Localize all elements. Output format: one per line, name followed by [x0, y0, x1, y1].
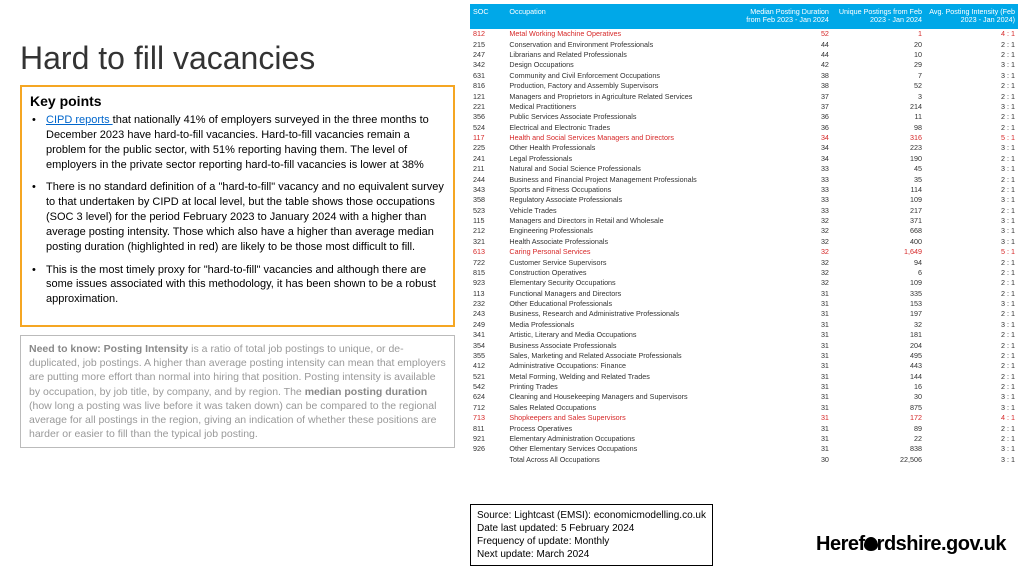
col-soc: SOC — [470, 4, 506, 29]
table-row: 115Managers and Directors in Retail and … — [470, 215, 1018, 225]
table-row: 923Elementary Security Occupations321092… — [470, 278, 1018, 288]
table-row: 121Managers and Proprietors in Agricultu… — [470, 91, 1018, 101]
table-row: 321Health Associate Professionals324003 … — [470, 236, 1018, 246]
table-row: 613Caring Personal Services321,6495 : 1 — [470, 246, 1018, 256]
table-row: 542Printing Trades31162 : 1 — [470, 381, 1018, 391]
table-row: 232Other Educational Professionals311533… — [470, 298, 1018, 308]
source-line: Date last updated: 5 February 2024 — [477, 522, 706, 535]
col-int: Avg. Posting Intensity (Feb 2023 - Jan 2… — [925, 4, 1018, 29]
table-row: 356Public Services Associate Professiona… — [470, 112, 1018, 122]
table-row: 244Business and Financial Project Manage… — [470, 174, 1018, 184]
table-row: 713Shopkeepers and Sales Supervisors3117… — [470, 412, 1018, 422]
table-row: 812Metal Working Machine Operatives5214 … — [470, 29, 1018, 39]
key-points-box: Key points CIPD reports that nationally … — [20, 85, 455, 327]
table-row: 815Construction Operatives3262 : 1 — [470, 267, 1018, 277]
table-row: 631Community and Civil Enforcement Occup… — [470, 70, 1018, 80]
source-line: Frequency of update: Monthly — [477, 535, 706, 548]
table-row: Total Across All Occupations3022,5063 : … — [470, 454, 1018, 464]
table-row: 249Media Professionals31323 : 1 — [470, 319, 1018, 329]
table-row: 354Business Associate Professionals31204… — [470, 340, 1018, 350]
table-row: 926Other Elementary Services Occupations… — [470, 444, 1018, 454]
table-row: 215Conservation and Environment Professi… — [470, 39, 1018, 49]
col-dur: Median Posting Duration from Feb 2023 - … — [739, 4, 832, 29]
table-row: 211Natural and Social Science Profession… — [470, 163, 1018, 173]
table-row: 212Engineering Professionals326683 : 1 — [470, 226, 1018, 236]
table-row: 624Cleaning and Housekeeping Managers an… — [470, 392, 1018, 402]
table-row: 811Process Operatives31892 : 1 — [470, 423, 1018, 433]
table-row: 113Functional Managers and Directors3133… — [470, 288, 1018, 298]
table-row: 341Artistic, Literary and Media Occupati… — [470, 329, 1018, 339]
table-row: 521Metal Forming, Welding and Related Tr… — [470, 371, 1018, 381]
table-row: 816Production, Factory and Assembly Supe… — [470, 80, 1018, 90]
table-row: 358Regulatory Associate Professionals331… — [470, 195, 1018, 205]
table-row: 247Librarians and Related Professionals4… — [470, 49, 1018, 59]
table-row: 523Vehicle Trades332172 : 1 — [470, 205, 1018, 215]
table-row: 225Other Health Professionals342233 : 1 — [470, 143, 1018, 153]
apple-icon — [864, 537, 878, 551]
table-row: 412Administrative Occupations: Finance31… — [470, 361, 1018, 371]
source-line: Source: Lightcast (EMSI): economicmodell… — [477, 509, 706, 522]
table-row: 221Medical Practitioners372143 : 1 — [470, 101, 1018, 111]
table-row: 722Customer Service Supervisors32942 : 1 — [470, 257, 1018, 267]
table-row: 524Electrical and Electronic Trades36982… — [470, 122, 1018, 132]
bullet-3: This is the most timely proxy for "hard-… — [30, 263, 445, 308]
table-row: 343Sports and Fitness Occupations331142 … — [470, 184, 1018, 194]
page-title: Hard to fill vacancies — [20, 40, 455, 77]
table-row: 921Elementary Administration Occupations… — [470, 433, 1018, 443]
table-row: 355Sales, Marketing and Related Associat… — [470, 350, 1018, 360]
col-occ: Occupation — [506, 4, 739, 29]
table-row: 342Design Occupations42293 : 1 — [470, 60, 1018, 70]
table-row: 117Health and Social Services Managers a… — [470, 132, 1018, 142]
bullet-2: There is no standard definition of a "ha… — [30, 180, 445, 254]
table-row: 712Sales Related Occupations318753 : 1 — [470, 402, 1018, 412]
source-line: Next update: March 2024 — [477, 548, 706, 561]
need-to-know-label: Need to know: Posting Intensity — [29, 343, 188, 355]
table-row: 241Legal Professionals341902 : 1 — [470, 153, 1018, 163]
bullet-1: CIPD reports that nationally 41% of empl… — [30, 113, 445, 172]
vacancies-table: SOC Occupation Median Posting Duration f… — [470, 4, 1018, 464]
col-post: Unique Postings from Feb 2023 - Jan 2024 — [832, 4, 925, 29]
need-to-know-box: Need to know: Posting Intensity is a rat… — [20, 335, 455, 448]
data-table-area: SOC Occupation Median Posting Duration f… — [470, 4, 1018, 464]
key-points-heading: Key points — [30, 93, 445, 109]
herefordshire-logo: Herefrdshire.gov.uk — [816, 533, 1006, 556]
table-row: 243Business, Research and Administrative… — [470, 309, 1018, 319]
source-box: Source: Lightcast (EMSI): economicmodell… — [470, 504, 713, 566]
cipd-link[interactable]: CIPD reports — [46, 114, 113, 126]
